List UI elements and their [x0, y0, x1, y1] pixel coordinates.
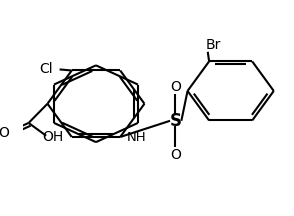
Text: O: O: [0, 125, 9, 140]
Text: NH: NH: [127, 131, 147, 144]
Text: Cl: Cl: [39, 62, 53, 76]
Text: O: O: [170, 148, 181, 162]
Text: Br: Br: [206, 38, 221, 52]
Text: OH: OH: [42, 130, 64, 144]
Text: S: S: [169, 112, 181, 130]
Text: O: O: [170, 80, 181, 94]
